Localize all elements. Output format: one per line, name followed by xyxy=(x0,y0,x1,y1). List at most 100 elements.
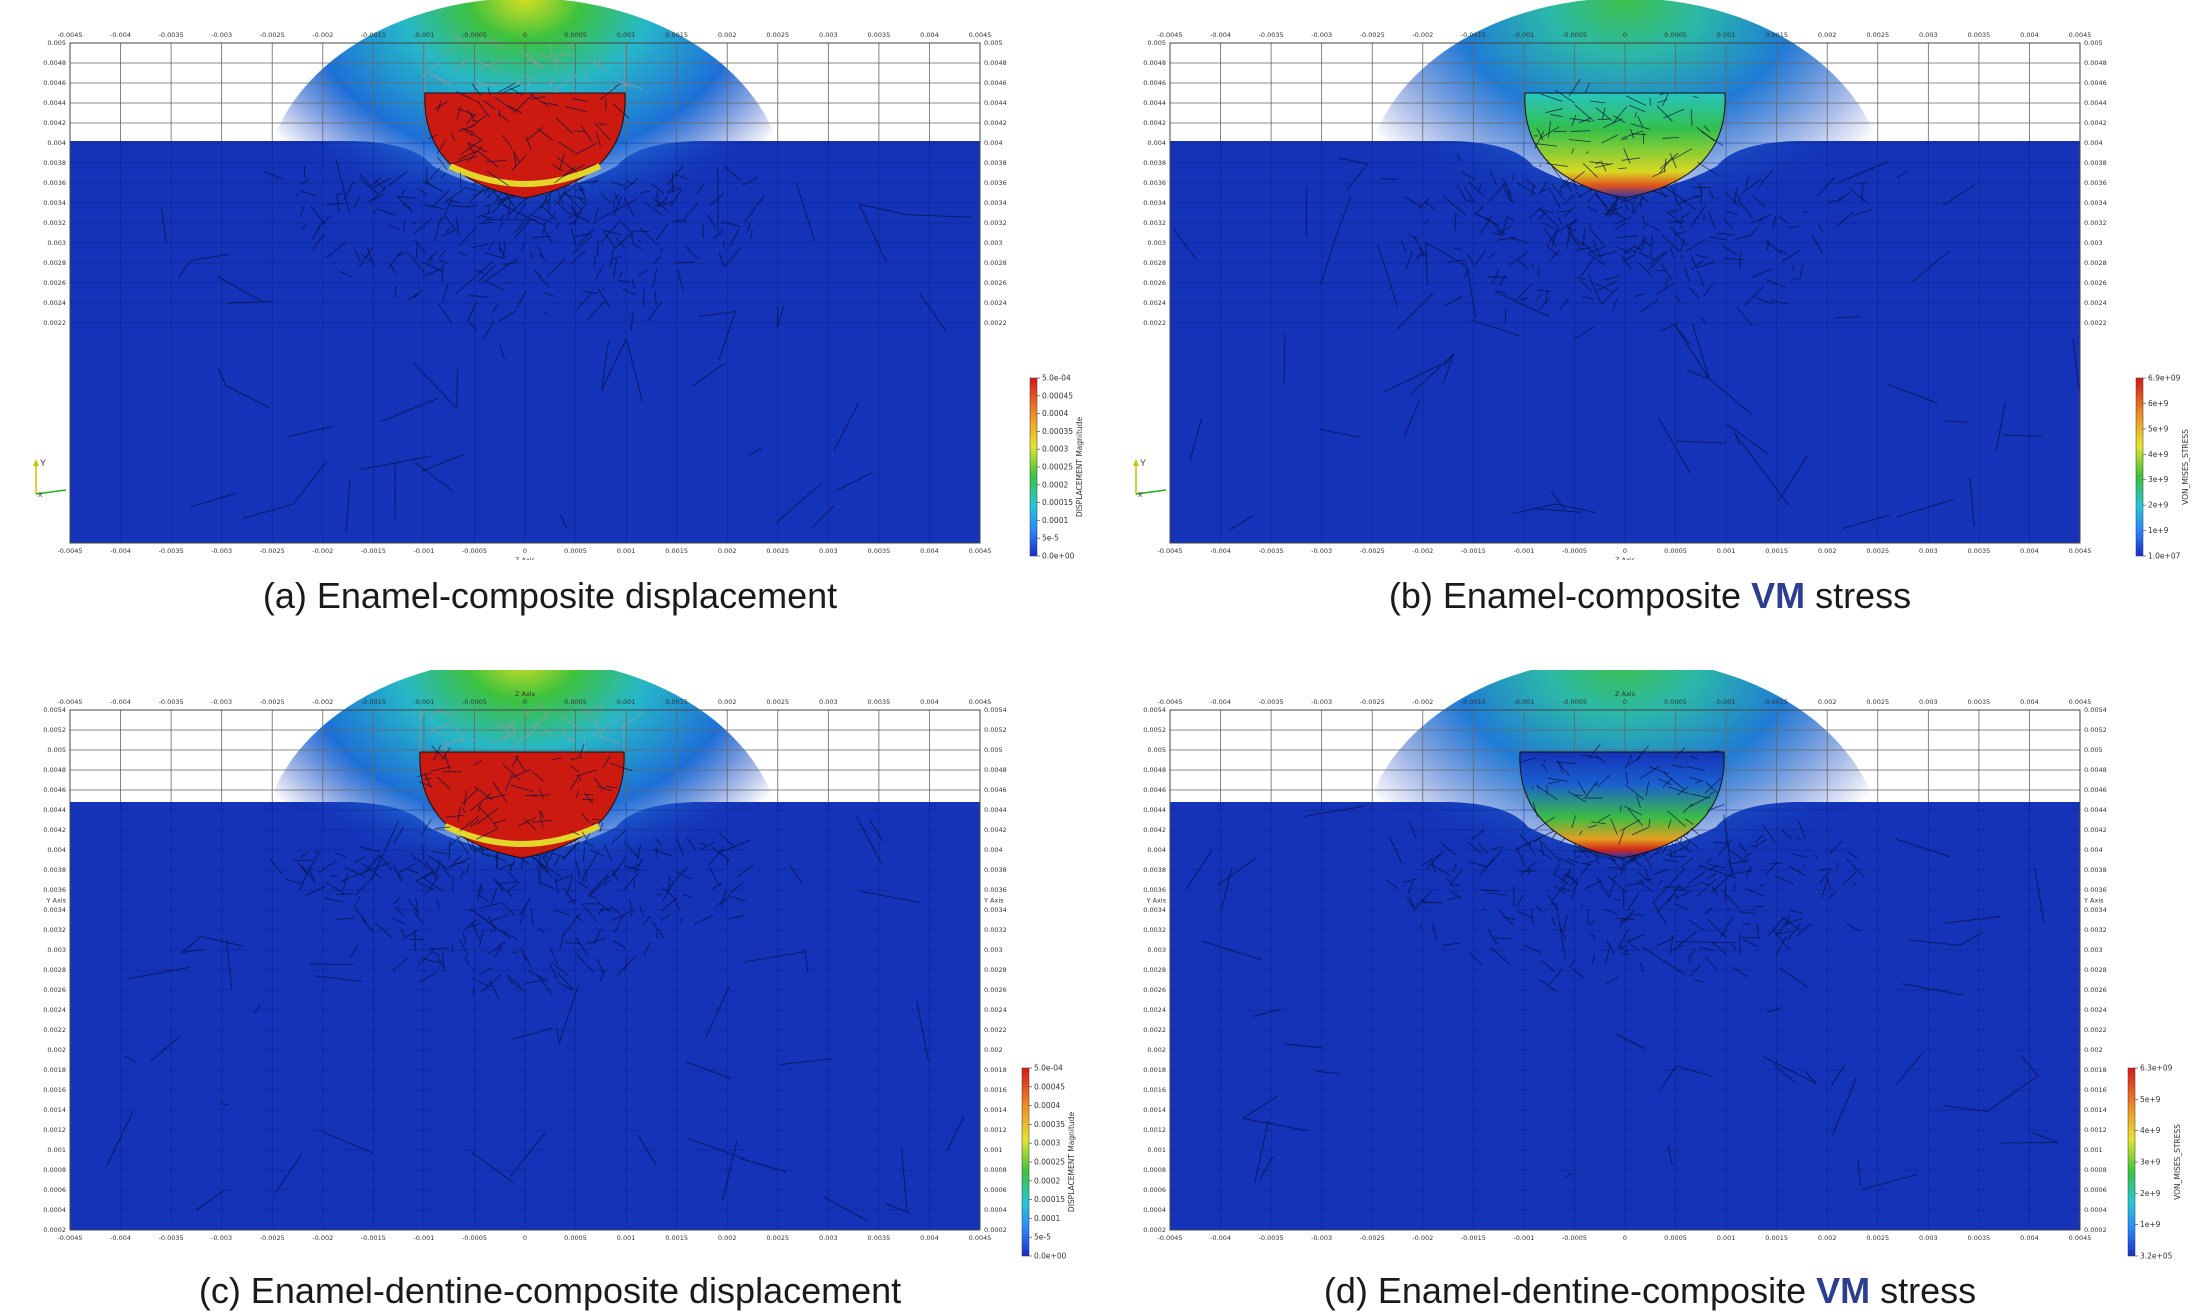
colorbar-label: 0.0004 xyxy=(1042,409,1068,418)
indenter xyxy=(1519,751,1725,859)
y-tick-right: 0.0022 xyxy=(984,319,1007,327)
y-tick-right: 0.0018 xyxy=(984,1066,1007,1074)
y-tick-left: 0.0004 xyxy=(43,1206,66,1214)
y-tick-right: 0.0036 xyxy=(2084,179,2107,187)
y-tick-left: 0.0038 xyxy=(1143,159,1166,167)
y-tick-right: 0.0054 xyxy=(2084,706,2107,714)
x-tick-bottom: -0.001 xyxy=(1513,547,1534,555)
x-tick-top: 0.001 xyxy=(617,31,636,39)
fe-mesh xyxy=(1172,153,2080,531)
colorbar: 5.0e-040.000450.00040.000350.00030.00025… xyxy=(1029,374,1084,560)
fe-mesh xyxy=(105,816,964,1222)
y-tick-left: 0.003 xyxy=(1147,946,1166,954)
y-tick-left: 0.0008 xyxy=(1143,1166,1166,1174)
y-tick-right: 0.0052 xyxy=(2084,726,2107,734)
y-tick-right: 0.003 xyxy=(2084,239,2103,247)
x-tick-top: 0.003 xyxy=(819,31,838,39)
x-tick-bottom: 0.004 xyxy=(920,547,939,555)
indenter-mesh xyxy=(426,82,630,189)
x-tick-top: 0.0015 xyxy=(1765,31,1788,39)
x-tick-top: 0.003 xyxy=(819,698,838,706)
x-tick-bottom: 0.003 xyxy=(819,1234,838,1242)
y-tick-right: 0.0044 xyxy=(2084,806,2107,814)
x-tick-bottom: 0.0035 xyxy=(868,547,891,555)
y-tick-left: 0.003 xyxy=(47,946,66,954)
colorbar-label: 0.0e+00 xyxy=(1034,1252,1067,1261)
y-tick-right: 0.0042 xyxy=(984,119,1007,127)
y-tick-right: 0.0004 xyxy=(984,1206,1007,1214)
y-tick-right: 0.005 xyxy=(984,39,1003,47)
y-tick-right: 0.0036 xyxy=(2084,886,2107,894)
contact-ring xyxy=(448,163,602,187)
x-tick-bottom: 0.0045 xyxy=(2069,547,2092,555)
indenter-mesh xyxy=(417,744,633,840)
x-tick-bottom: 0.004 xyxy=(2020,1234,2039,1242)
y-tick-right: 0.0022 xyxy=(984,1026,1007,1034)
y-tick-right: 0.0006 xyxy=(984,1186,1007,1194)
y-tick-left: 0.0026 xyxy=(1143,279,1166,287)
y-tick-left: 0.0024 xyxy=(1143,299,1166,307)
side-axis-label-left: Y Axis xyxy=(1145,896,1166,904)
x-tick-top: -0.002 xyxy=(1412,698,1433,706)
y-tick-right: 0.0046 xyxy=(2084,79,2107,87)
y-tick-left: 0.0002 xyxy=(43,1226,66,1234)
colorbar-label: 5.0e-04 xyxy=(1034,1064,1063,1073)
x-tick-top: -0.0005 xyxy=(462,31,487,39)
bottom-axis-label: Z Axis xyxy=(1615,556,1636,560)
colorbar-title: VON_MISES_STRESS xyxy=(2181,429,2190,505)
y-tick-right: 0.003 xyxy=(984,239,1003,247)
y-tick-right: 0.003 xyxy=(2084,946,2103,954)
y-tick-left: 0.0044 xyxy=(43,99,66,107)
colorbar-label: 4e+9 xyxy=(2148,450,2169,459)
plot-frame xyxy=(69,709,981,1231)
y-tick-left: 0.0038 xyxy=(43,866,66,874)
y-tick-right: 0.0008 xyxy=(984,1166,1007,1174)
colorbar-label: 5e+9 xyxy=(2148,424,2169,433)
y-tick-right: 0.0006 xyxy=(2084,1186,2107,1194)
y-tick-left: 0.0012 xyxy=(43,1126,66,1134)
colorbar-label: 0.00025 xyxy=(1042,463,1073,472)
y-tick-right: 0.0016 xyxy=(2084,1086,2107,1094)
colorbar: 5.0e-040.000450.00040.000350.00030.00025… xyxy=(1021,1064,1076,1261)
y-tick-right: 0.0028 xyxy=(984,259,1007,267)
x-tick-bottom: -0.0025 xyxy=(1360,547,1385,555)
colorbar-label: 6.3e+09 xyxy=(2140,1064,2173,1073)
y-tick-left: 0.0014 xyxy=(43,1106,66,1114)
colorbar-label: 0.00015 xyxy=(1042,498,1073,507)
axes-triad-icon: YX xyxy=(33,458,67,499)
y-tick-left: 0.0052 xyxy=(43,726,66,734)
y-tick-right: 0.0048 xyxy=(984,766,1007,774)
x-tick-bottom: -0.002 xyxy=(312,547,333,555)
x-tick-bottom: -0.004 xyxy=(1210,547,1231,555)
x-tick-bottom: -0.0015 xyxy=(361,1234,386,1242)
x-tick-bottom: 0 xyxy=(1623,1234,1627,1242)
top-axis-label: Z Axis xyxy=(1615,690,1636,698)
x-tick-top: 0.004 xyxy=(2020,698,2039,706)
x-tick-top: 0.0005 xyxy=(1664,31,1687,39)
panel-c-plot: -0.0045-0.0045-0.004-0.004-0.0035-0.0035… xyxy=(43,670,1076,1261)
y-tick-left: 0.0006 xyxy=(43,1186,66,1194)
y-tick-left: 0.0032 xyxy=(43,219,66,227)
y-tick-left: 0.0028 xyxy=(1143,259,1166,267)
x-tick-top: 0.0025 xyxy=(1866,31,1889,39)
y-tick-left: 0.0006 xyxy=(1143,1186,1166,1194)
y-tick-right: 0.0044 xyxy=(984,99,1007,107)
y-tick-right: 0.0002 xyxy=(984,1226,1007,1234)
y-tick-left: 0.0028 xyxy=(43,966,66,974)
y-tick-right: 0.0048 xyxy=(2084,59,2107,67)
y-tick-left: 0.0016 xyxy=(1143,1086,1166,1094)
y-tick-right: 0.0042 xyxy=(984,826,1007,834)
colorbar-label: 1.0e+07 xyxy=(2148,552,2181,561)
top-axis-label: Z Axis xyxy=(515,690,536,698)
indenter-wireframe xyxy=(419,696,644,753)
colorbar-label: 0.0002 xyxy=(1034,1176,1060,1185)
x-tick-top: 0.001 xyxy=(617,698,636,706)
x-tick-bottom: -0.0005 xyxy=(462,547,487,555)
colorbar-label: 0.0003 xyxy=(1034,1139,1060,1148)
x-tick-top: 0.004 xyxy=(920,698,939,706)
y-tick-left: 0.0042 xyxy=(43,826,66,834)
bottom-axis-label: Z Axis xyxy=(515,556,536,560)
y-tick-left: 0.0052 xyxy=(1143,726,1166,734)
y-tick-left: 0.0022 xyxy=(43,319,66,327)
y-tick-right: 0.0046 xyxy=(984,79,1007,87)
